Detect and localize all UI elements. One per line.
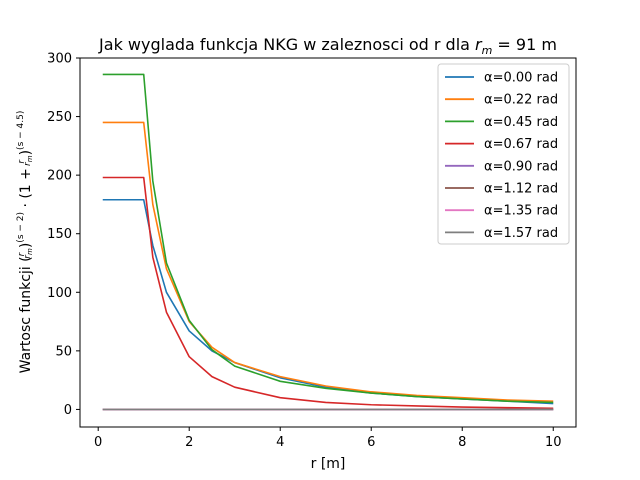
y-tick-label: 200 [47,169,72,184]
svg-text:Wartosc funkcji (rrm)(s − 2) ·: Wartosc funkcji (rrm)(s − 2) · (1 + rrm)… [16,111,34,374]
legend: α=0.00 rad α=0.22 rad α=0.45 rad α=0.67 rad… [437,63,570,245]
x-tick-label: 4 [276,435,284,450]
legend-label: α=0.00 rad [484,71,558,86]
legend-box [437,63,570,245]
x-tick-label: 10 [545,435,562,450]
y-tick-label: 0 [64,403,72,418]
plot-lines [102,73,554,411]
y-tick-label: 150 [47,227,72,242]
legend-label: α=0.67 rad [484,137,558,152]
legend-label: α=1.35 rad [484,204,558,219]
x-axis-ticks: 0 2 4 6 8 10 [94,427,562,450]
legend-label: α=0.22 rad [484,93,558,108]
legend-label: α=1.12 rad [484,182,558,197]
plot-area [79,57,577,428]
y-axis-label: Wartosc funkcji (rrm)(s − 2) · (1 + rrm)… [16,111,34,374]
legend-label: α=0.45 rad [484,115,558,130]
y-tick-label: 250 [47,110,72,125]
y-tick-label: 300 [47,52,72,67]
legend-label: α=0.90 rad [484,159,558,174]
x-axis-label: r [m] [311,456,346,472]
x-tick-label: 8 [458,435,466,450]
chart-title: Jak wyglada funkcja NKG w zaleznosci od … [98,35,557,57]
series-line-1 [102,121,554,403]
x-tick-label: 6 [367,435,375,450]
legend-label: α=1.57 rad [484,226,558,241]
series-line-2 [102,73,554,404]
x-tick-label: 2 [185,435,193,450]
x-tick-label: 0 [94,435,102,450]
y-axis-ticks: 0 50 100 150 200 250 300 [47,52,80,418]
series-line-3 [102,176,554,410]
y-tick-label: 50 [55,344,72,359]
y-tick-label: 100 [47,286,72,301]
